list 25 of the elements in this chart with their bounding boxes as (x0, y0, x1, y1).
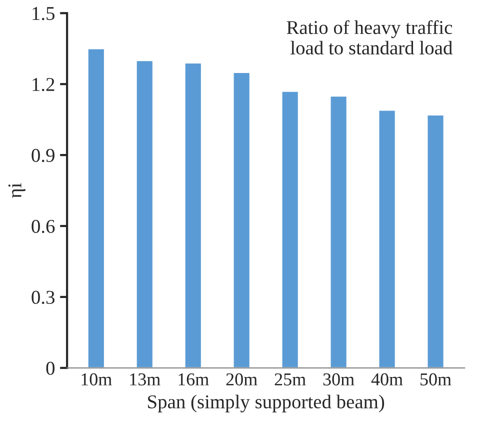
annotation: Ratio of heavy traffic load to standard load (286, 20, 452, 55)
bar (232, 72, 251, 368)
y-tick-label: 0.6 (32, 220, 55, 234)
x-tick-label: 25m (274, 373, 306, 386)
bar (280, 90, 300, 368)
x-tick-label: 10m (82, 373, 112, 386)
y-tick-label: 0 (46, 362, 55, 375)
bar (426, 114, 445, 368)
y-tick-label: 0.9 (32, 148, 54, 162)
y-tick-label: 1.2 (32, 78, 54, 92)
x-tick-label: 16m (178, 373, 209, 386)
bar (329, 95, 348, 368)
x-tick-label: 13m (130, 373, 160, 386)
y-tick-label: 0.3 (32, 290, 54, 304)
bar (378, 109, 396, 368)
x-tick-label: 30m (323, 373, 354, 386)
bar (184, 62, 202, 368)
y-tick-label: 1.5 (32, 7, 54, 20)
bar (86, 48, 106, 368)
bar (135, 60, 154, 368)
y-axis-title: ηi (8, 183, 26, 198)
x-tick-label: 40m (371, 373, 403, 386)
x-tick-label: 20m (226, 373, 258, 386)
x-axis-title: Span (simply supported beam) (148, 394, 384, 412)
x-tick-label: 50m (420, 373, 452, 386)
